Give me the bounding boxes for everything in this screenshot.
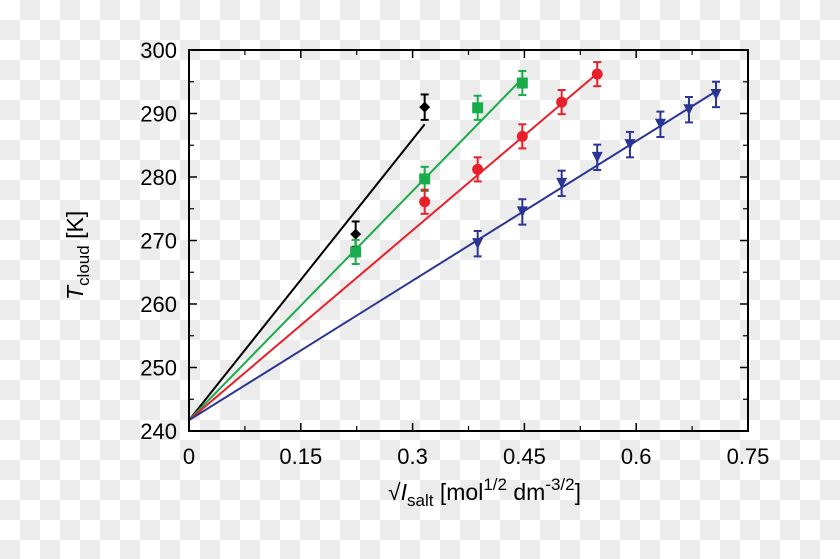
x-tick-label: 0.15	[279, 444, 322, 469]
y-tick-label: 260	[140, 292, 177, 317]
y-tick-label: 240	[140, 419, 177, 444]
x-tick-label: 0.45	[503, 444, 546, 469]
y-label-unit: [K]	[62, 211, 88, 246]
data-point-circle	[591, 68, 603, 80]
data-point-square	[350, 246, 362, 258]
data-point-triangle	[683, 104, 695, 116]
x-label-sub: salt	[407, 491, 434, 510]
fit-line	[188, 123, 426, 421]
data-point-triangle	[516, 206, 528, 218]
series-square	[188, 69, 528, 421]
data-point-triangle	[654, 118, 666, 130]
plot-frame	[188, 49, 749, 432]
data-point-triangle	[624, 139, 636, 151]
y-axis-label: Tcloud [K]	[62, 211, 93, 300]
series-circle	[188, 61, 603, 421]
x-tick-label: 0.6	[621, 444, 652, 469]
data-point-triangle	[710, 88, 722, 100]
data-point-circle	[419, 196, 431, 208]
y-tick-label: 250	[140, 356, 177, 381]
x-tick-label: 0.3	[397, 444, 428, 469]
x-tick-label: 0	[183, 444, 195, 469]
y-tick-label: 290	[140, 102, 177, 127]
x-label-sup-a: 1/2	[483, 475, 507, 494]
data-point-square	[419, 173, 431, 185]
data-point-circle	[472, 163, 484, 175]
fit-line	[188, 72, 598, 421]
x-label-root: √	[388, 479, 401, 505]
y-tick-label: 300	[140, 38, 177, 63]
data-point-diamond	[350, 228, 362, 240]
x-label-main: I	[401, 479, 408, 505]
fit-line	[188, 90, 717, 422]
series-triangle-down	[188, 80, 722, 422]
x-label-unit-a: [mol	[433, 479, 483, 505]
data-point-square	[516, 77, 528, 89]
x-label-unit-c: ]	[575, 479, 581, 505]
x-tick-label: 0.75	[727, 444, 770, 469]
data-point-diamond	[419, 101, 431, 113]
data-point-circle	[516, 130, 528, 142]
y-label-main: T	[62, 284, 88, 300]
data-point-triangle	[556, 177, 568, 189]
y-tick-label: 270	[140, 229, 177, 254]
data-point-triangle	[591, 151, 603, 163]
x-axis-label: √Isalt [mol1/2 dm-3/2]	[388, 475, 581, 510]
y-label-sub: cloud	[74, 245, 93, 286]
series-diamond	[188, 93, 431, 421]
x-label-sup-b: -3/2	[545, 475, 574, 494]
x-label-unit-b: dm	[507, 479, 545, 505]
data-point-circle	[556, 96, 568, 108]
plot-area	[188, 61, 722, 422]
axis-ticks: 0 0.15 0.3 0.45 0.6 0.75 240 250 260 270 280 290 300	[140, 38, 769, 469]
data-point-triangle	[472, 238, 484, 250]
y-tick-label: 280	[140, 165, 177, 190]
data-point-square	[472, 102, 484, 114]
